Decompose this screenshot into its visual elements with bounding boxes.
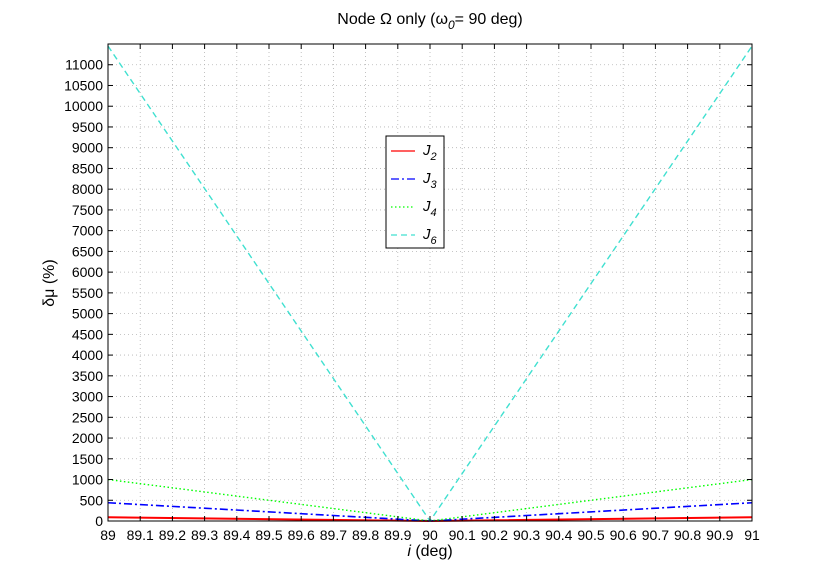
y-tick-label: 6500 <box>72 243 103 259</box>
x-tick-label: 89.6 <box>288 527 315 543</box>
legend-label-j3: J3 <box>422 170 438 191</box>
y-tick-label: 10000 <box>64 98 103 114</box>
y-tick-label: 11000 <box>65 57 103 73</box>
x-tick-label: 89.3 <box>191 527 218 543</box>
legend-label-j2: J2 <box>422 142 437 163</box>
x-tick-label: 90.4 <box>545 527 572 543</box>
y-tick-label: 6000 <box>72 264 103 280</box>
y-tick-label: 3500 <box>72 368 103 384</box>
y-tick-label: 5500 <box>72 285 103 301</box>
legend-box <box>385 135 445 249</box>
x-tick-label: 91 <box>744 527 760 543</box>
axis-ticks <box>107 44 753 522</box>
y-tick-label: 8000 <box>72 181 103 197</box>
y-tick-label: 7500 <box>72 202 103 218</box>
y-tick-label: 1500 <box>72 451 103 467</box>
grid-lines <box>108 44 752 521</box>
x-tick-label: 90.1 <box>449 527 476 543</box>
x-tick-label: 90.6 <box>610 527 637 543</box>
y-tick-label: 0 <box>95 513 103 529</box>
y-tick-label: 2500 <box>72 409 103 425</box>
x-tick-label: 90.3 <box>513 527 540 543</box>
legend-label-j6: J6 <box>422 226 438 247</box>
y-tick-label: 10500 <box>64 77 103 93</box>
x-tick-label: 90.7 <box>642 527 669 543</box>
y-tick-label: 2000 <box>72 430 103 446</box>
x-tick-labels: 89 89.1 89.2 89.3 89.4 89.5 89.6 89.7 89.8 89.9 90… <box>100 527 760 543</box>
y-tick-label: 4000 <box>72 347 103 363</box>
x-tick-label: 89.4 <box>223 527 250 543</box>
plot-area <box>108 44 752 521</box>
x-tick-label: 89 <box>100 527 116 543</box>
x-axis-label: i (deg) <box>407 543 452 560</box>
x-tick-label: 90.9 <box>706 527 733 543</box>
y-tick-labels: 0 500 1000 1500 2000 2500 3000 3500 4000 4500 5000… <box>64 57 103 529</box>
y-tick-label: 9500 <box>72 119 103 135</box>
y-tick-label: 8500 <box>72 160 103 176</box>
x-tick-label: 89.2 <box>159 527 186 543</box>
x-tick-label: 90.8 <box>674 527 701 543</box>
x-tick-label: 89.1 <box>127 527 154 543</box>
y-tick-label: 3000 <box>72 389 103 405</box>
x-tick-label: 89.7 <box>320 527 347 543</box>
x-tick-label: 89.5 <box>255 527 282 543</box>
y-tick-label: 1000 <box>72 472 103 488</box>
x-tick-label: 90.5 <box>577 527 604 543</box>
y-axis-label: δμ (%) <box>41 259 58 306</box>
legend-label-j4: J4 <box>422 198 437 219</box>
x-tick-label: 90 <box>422 527 438 543</box>
chart-title: Node Ω only (ω0= 90 deg) <box>337 11 522 32</box>
x-tick-label: 89.8 <box>352 527 379 543</box>
y-tick-label: 4500 <box>72 326 103 342</box>
x-tick-label: 89.9 <box>384 527 411 543</box>
legend: J2 J3 J4 J6 <box>385 135 445 249</box>
y-tick-label: 500 <box>80 492 104 508</box>
x-tick-label: 90.2 <box>481 527 508 543</box>
y-tick-label: 7000 <box>72 223 103 239</box>
y-tick-label: 5000 <box>72 306 103 322</box>
y-tick-label: 9000 <box>72 140 103 156</box>
